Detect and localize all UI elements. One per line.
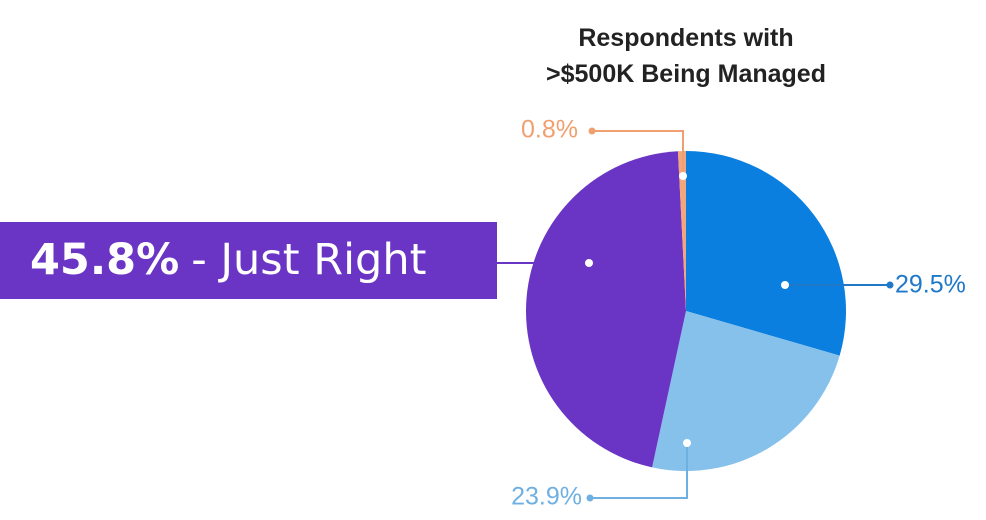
- leader-dot: [585, 259, 593, 267]
- value-label: 23.9%: [511, 483, 582, 511]
- value-label: 0.8%: [521, 116, 578, 144]
- callout-label: 45.8% - Just Right: [30, 235, 426, 285]
- leader-dot: [683, 439, 691, 447]
- value-label: 29.5%: [895, 271, 966, 299]
- pie-slice: [525, 151, 686, 468]
- annotation: - Just Right: [191, 235, 426, 285]
- value-label: 45.8%: [30, 235, 179, 285]
- leader-line: [592, 130, 684, 176]
- pie-slice: [677, 151, 686, 311]
- leader-dot: [781, 281, 789, 289]
- leader-dot: [588, 127, 596, 135]
- callout-box: [0, 222, 497, 299]
- leader-dot: [679, 172, 687, 180]
- pie-slice: [652, 311, 840, 471]
- leader-line: [590, 443, 688, 499]
- leader-dot: [886, 281, 894, 289]
- pie-slice: [686, 151, 846, 356]
- chart-title: >$500K Being Managed: [546, 60, 826, 88]
- leader-dot: [586, 494, 594, 502]
- chart-title: Respondents with: [578, 24, 793, 52]
